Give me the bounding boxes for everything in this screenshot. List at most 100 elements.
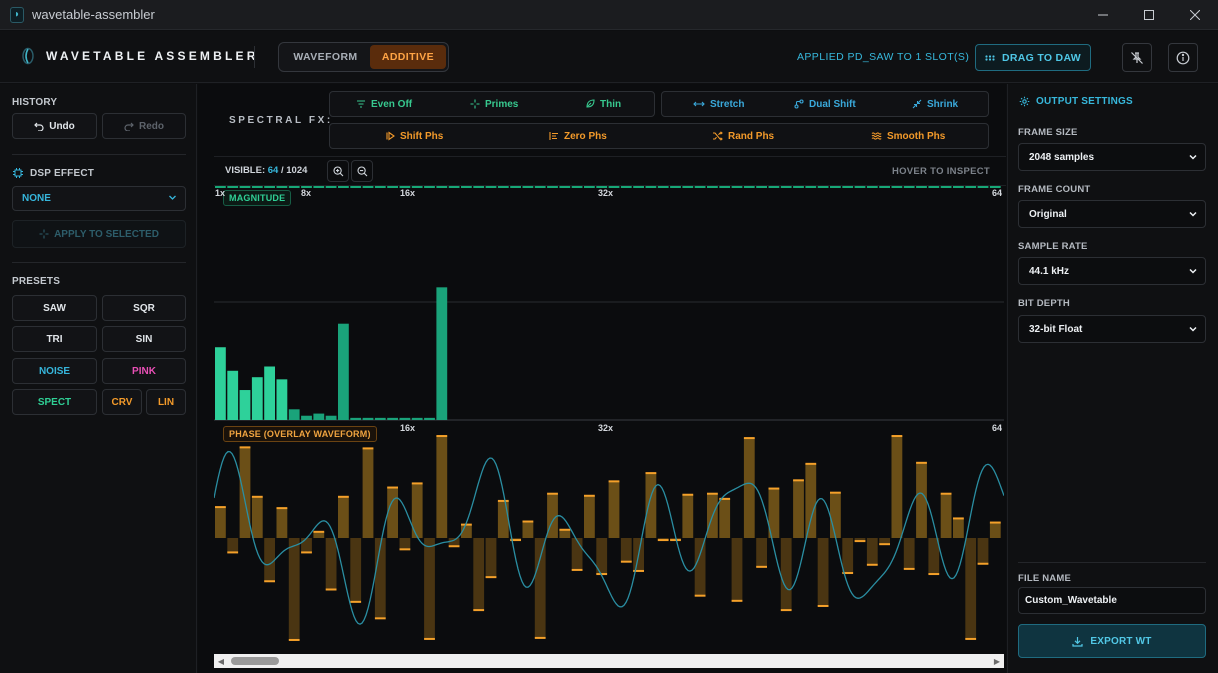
- magnitude-bar-cap: [264, 186, 275, 188]
- close-icon: [1190, 10, 1200, 20]
- magnitude-bar-cap: [571, 186, 583, 188]
- phase-bar-cap: [301, 551, 312, 554]
- phase-bar: [313, 531, 325, 538]
- phase-plot[interactable]: PHASE (OVERLAY WAVEFORM) 16x 32x 64: [214, 421, 1004, 654]
- minimize-icon: [1098, 14, 1108, 16]
- preset-sin-button[interactable]: SIN: [102, 326, 186, 352]
- gear-icon: [1019, 96, 1030, 107]
- undo-button[interactable]: Undo: [12, 113, 97, 139]
- preset-saw-button[interactable]: SAW: [12, 295, 97, 321]
- preset-tri-button[interactable]: TRI: [12, 326, 97, 352]
- phase-bar-cap: [830, 491, 841, 494]
- chevron-down-icon: [1189, 326, 1197, 332]
- phase-bar-cap: [707, 492, 718, 495]
- phase-bar-cap: [866, 563, 878, 566]
- minimize-button[interactable]: [1080, 0, 1126, 30]
- magnitude-bar: [313, 413, 325, 420]
- frame-size-select[interactable]: 2048 samples: [1018, 143, 1206, 171]
- phase-bar: [731, 538, 743, 601]
- phase-bar-cap: [903, 567, 915, 570]
- scroll-left-icon[interactable]: ◀: [217, 656, 225, 666]
- magnitude-bar-cap: [903, 186, 915, 188]
- preset-noise-button[interactable]: NOISE: [12, 358, 97, 384]
- dsp-effect-heading: DSP EFFECT: [12, 167, 94, 179]
- drag-to-daw-button[interactable]: DRAG TO DAW: [975, 44, 1091, 71]
- file-name-input[interactable]: Custom_Wavetable: [1018, 587, 1206, 614]
- phase-bar-cap: [387, 486, 398, 489]
- magnitude-bar-cap: [362, 186, 374, 188]
- close-button[interactable]: [1172, 0, 1218, 30]
- shift-icon: [794, 99, 804, 109]
- fx-group-stretch: Stretch Dual Shift Shrink: [661, 91, 989, 117]
- download-icon: [1072, 636, 1083, 647]
- shrink-icon: [912, 99, 922, 109]
- phase-bar-cap: [940, 492, 952, 495]
- sample-rate-select[interactable]: 44.1 kHz: [1018, 257, 1206, 285]
- horizontal-scrollbar[interactable]: ◀ ▶: [214, 654, 1004, 668]
- preset-label: PINK: [132, 365, 156, 377]
- preset-pink-button[interactable]: PINK: [102, 358, 186, 384]
- scroll-right-icon[interactable]: ▶: [993, 656, 1001, 666]
- frame-size-value: 2048 samples: [1029, 151, 1095, 163]
- fx-thin-button[interactable]: Thin: [585, 92, 621, 116]
- magnitude-bar-cap: [793, 186, 804, 188]
- magnitude-bar-cap: [251, 186, 263, 188]
- apply-to-selected-button[interactable]: APPLY TO SELECTED: [12, 220, 186, 248]
- pin-toggle-button[interactable]: [1122, 43, 1152, 72]
- zoom-in-button[interactable]: [327, 160, 349, 182]
- preset-crv-button[interactable]: CRV: [102, 389, 142, 415]
- magnitude-bar-cap: [731, 186, 743, 188]
- mode-additive-tab[interactable]: ADDITIVE: [369, 45, 446, 69]
- redo-label: Redo: [139, 120, 164, 132]
- magnitude-bar: [301, 415, 312, 420]
- phase-bar: [547, 493, 558, 538]
- sample-rate-label: SAMPLE RATE: [1018, 241, 1088, 252]
- phase-bar: [817, 538, 829, 606]
- zoom-out-button[interactable]: [351, 160, 373, 182]
- phase-bar-cap: [338, 495, 349, 498]
- maximize-button[interactable]: [1126, 0, 1172, 30]
- frame-count-select[interactable]: Original: [1018, 200, 1206, 228]
- phase-bar: [350, 538, 362, 602]
- fx-dual-shift-button[interactable]: Dual Shift: [794, 92, 856, 116]
- phase-bar-cap: [497, 499, 509, 502]
- fx-primes-button[interactable]: Primes: [470, 92, 518, 116]
- grip-icon: [985, 54, 995, 61]
- phase-bar-cap: [842, 572, 854, 575]
- magnitude-bar-cap: [989, 186, 1001, 188]
- info-button[interactable]: [1168, 43, 1198, 72]
- phase-bar-cap: [547, 492, 558, 495]
- phase-bar: [830, 492, 841, 538]
- magnitude-bar-cap: [928, 186, 940, 188]
- chevron-down-icon: [1189, 268, 1197, 274]
- bit-depth-select[interactable]: 32-bit Float: [1018, 315, 1206, 343]
- export-wt-button[interactable]: EXPORT WT: [1018, 624, 1206, 658]
- phase-bar-cap: [362, 447, 374, 450]
- magnitude-plot[interactable]: MAGNITUDE 1x 8x 16x 32x 64: [214, 186, 1004, 421]
- preset-lin-button[interactable]: LIN: [146, 389, 186, 415]
- phase-bar: [743, 438, 755, 538]
- leaf-icon: [586, 99, 595, 108]
- fx-stretch-button[interactable]: Stretch: [693, 92, 744, 116]
- mode-waveform-tab[interactable]: WAVEFORM: [293, 51, 358, 63]
- phase-bar-cap: [374, 617, 386, 620]
- scroll-thumb[interactable]: [231, 657, 279, 665]
- fx-rand-phs-button[interactable]: Rand Phs: [712, 124, 774, 148]
- magnitude-bar-cap: [473, 186, 485, 188]
- fx-smooth-phs-button[interactable]: Smooth Phs: [871, 124, 945, 148]
- magnitude-bar-cap: [817, 186, 829, 188]
- phase-bar-cap: [510, 539, 521, 542]
- preset-sqr-button[interactable]: SQR: [102, 295, 186, 321]
- phase-bar-cap: [694, 594, 706, 597]
- redo-button[interactable]: Redo: [102, 113, 186, 139]
- preset-spect-button[interactable]: SPECT: [12, 389, 97, 415]
- fx-even-off-button[interactable]: Even Off: [356, 92, 412, 116]
- dsp-effect-select[interactable]: NONE: [12, 186, 186, 211]
- phase-bar: [928, 538, 940, 575]
- fx-shrink-button[interactable]: Shrink: [912, 92, 958, 116]
- magnitude-bar: [251, 377, 263, 420]
- preset-label: SPECT: [37, 396, 72, 408]
- zoom-in-icon: [332, 165, 343, 176]
- fx-shift-phs-button[interactable]: Shift Phs: [385, 124, 443, 148]
- fx-zero-phs-button[interactable]: Zero Phs: [549, 124, 607, 148]
